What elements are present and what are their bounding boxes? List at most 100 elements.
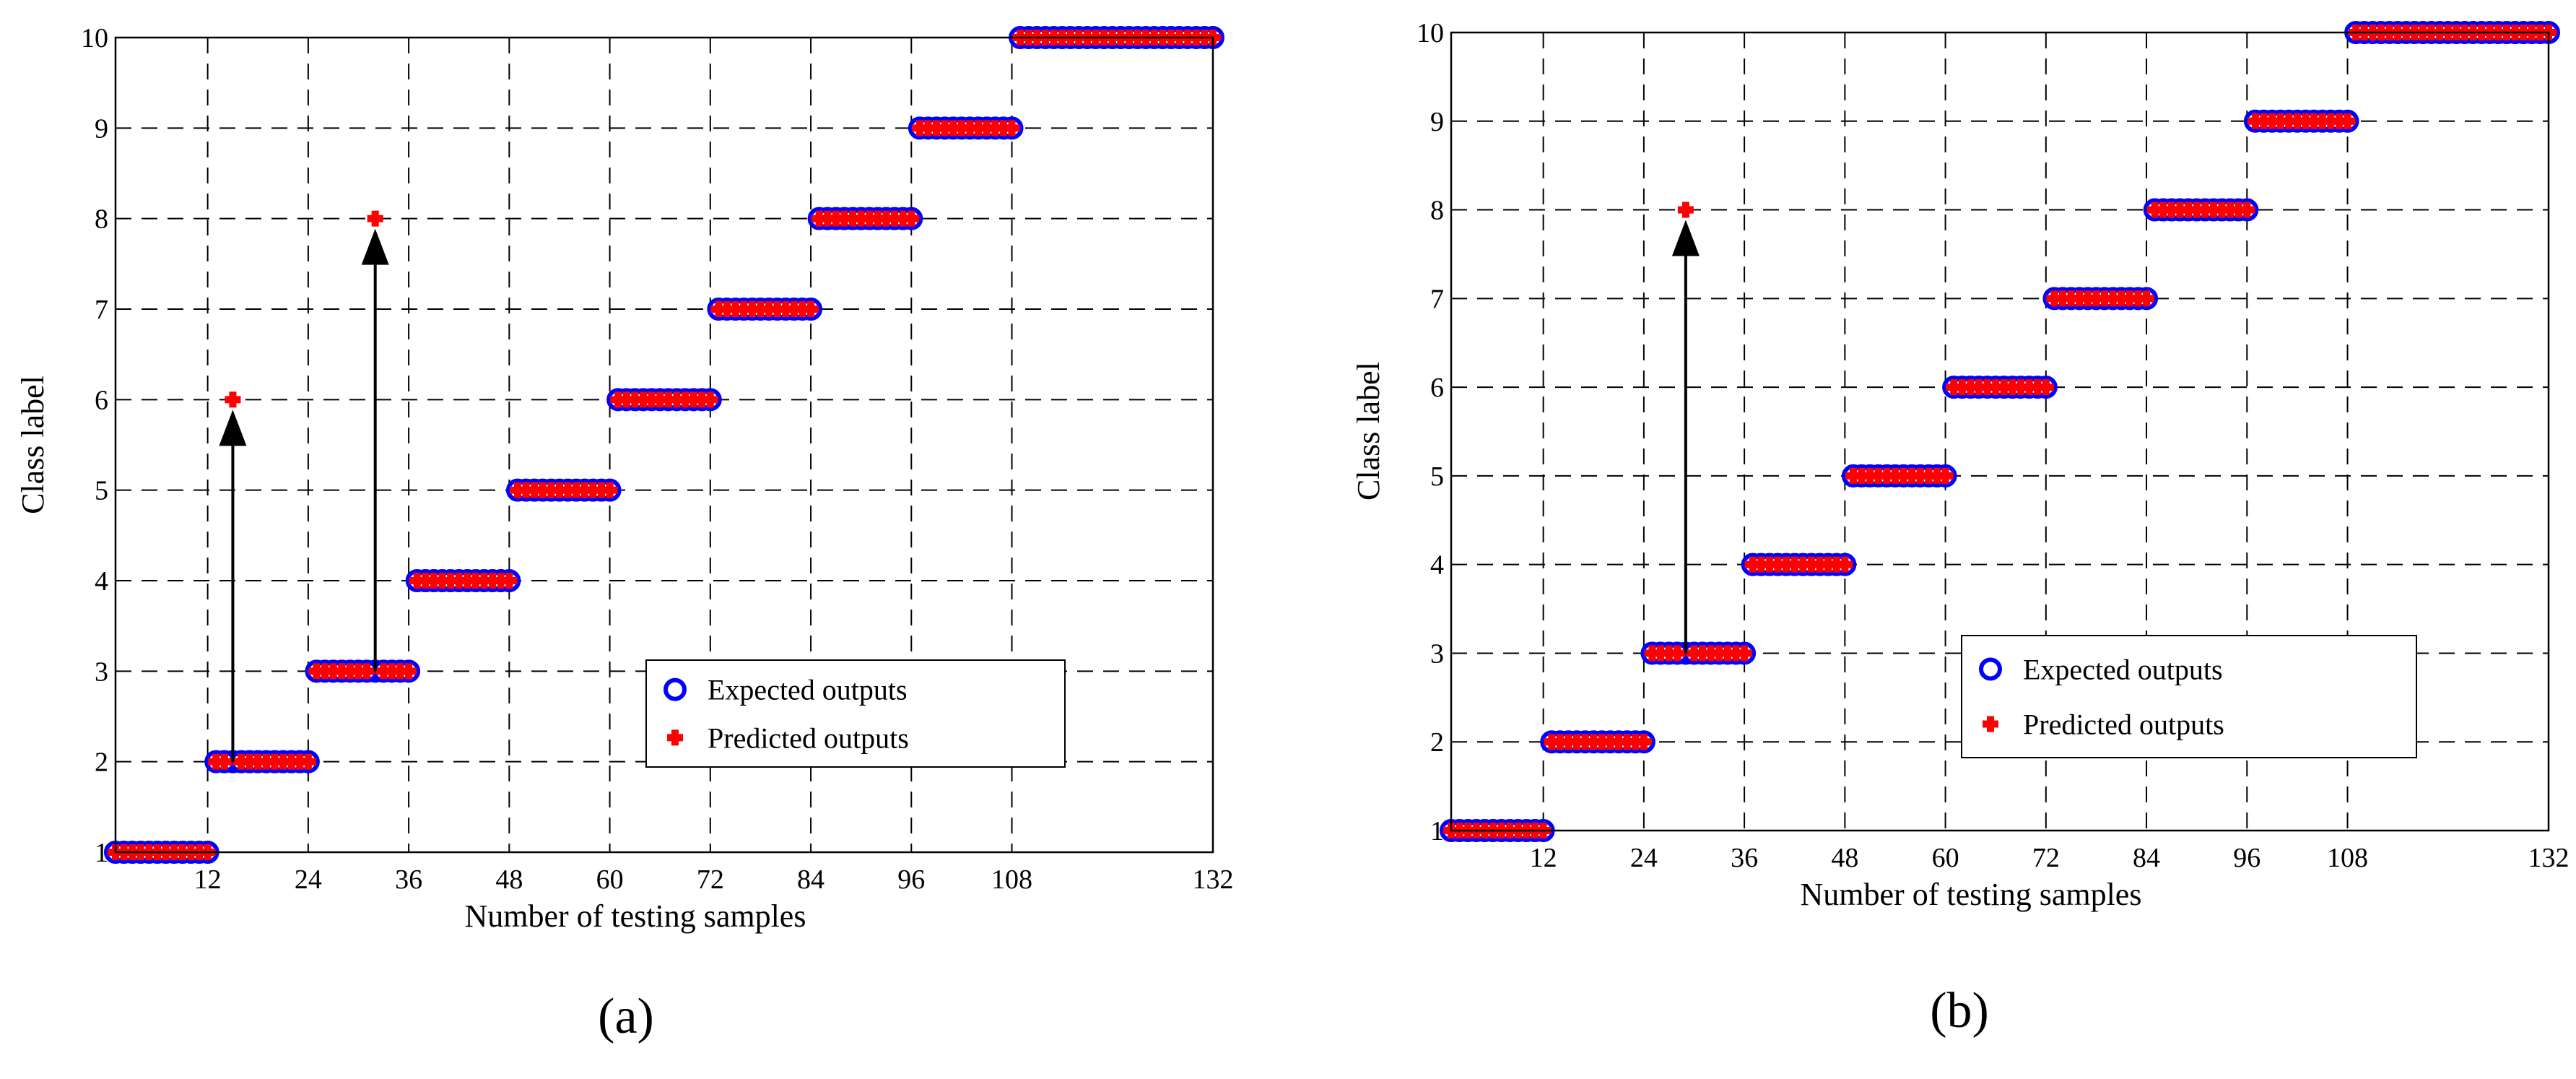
y-tick-label: 7 xyxy=(1430,284,1444,314)
predicted-point xyxy=(2205,202,2222,218)
predicted-point xyxy=(869,210,886,227)
legend-expected-label: Expected outputs xyxy=(708,674,908,706)
predicted-point xyxy=(635,391,651,408)
predicted-point xyxy=(1870,467,1887,484)
panel-label: (a) xyxy=(598,989,654,1044)
y-axis-label: Class label xyxy=(15,376,51,514)
predicted-point xyxy=(1661,645,1677,662)
x-tick-label: 72 xyxy=(697,864,724,895)
y-tick-labels: 1 2 3 4 5 6 7 8 9 10 xyxy=(1417,18,1444,846)
predicted-point xyxy=(627,391,643,408)
predicted-point xyxy=(1577,734,1593,750)
predicted-point xyxy=(576,482,593,498)
predicted-point xyxy=(1593,734,1610,750)
predicted-point xyxy=(1937,467,1954,484)
x-tick-label: 96 xyxy=(2233,843,2260,873)
x-tick-label: 12 xyxy=(1530,843,1557,873)
predicted-point xyxy=(383,663,400,680)
x-tick-label: 96 xyxy=(897,864,925,895)
predicted-point xyxy=(1544,734,1560,750)
legend-predicted-label: Predicted outputs xyxy=(708,722,909,754)
predicted-point xyxy=(1585,734,1602,750)
predicted-point xyxy=(652,391,669,408)
predicted-point xyxy=(451,573,467,589)
x-tick-label: 24 xyxy=(1630,843,1658,873)
x-tick-label: 36 xyxy=(395,864,422,895)
predicted-point xyxy=(1828,556,1845,573)
predicted-point xyxy=(1635,734,1652,750)
axes-frame xyxy=(114,36,1214,854)
predicted-point xyxy=(409,573,425,589)
predicted-point xyxy=(325,663,341,680)
predicted-point xyxy=(585,482,601,498)
misclassification-arrow xyxy=(1671,220,1700,654)
predicted-point xyxy=(853,210,869,227)
predicted-point xyxy=(1736,645,1753,662)
legend-predicted-marker xyxy=(667,729,683,746)
predicted-point xyxy=(417,573,434,589)
predicted-point xyxy=(2071,290,2088,307)
x-tick-label: 108 xyxy=(2327,843,2368,873)
predicted-point xyxy=(710,301,727,317)
predicted-point xyxy=(1988,379,2004,396)
predicted-point xyxy=(836,210,853,227)
y-tick-label: 5 xyxy=(1430,462,1444,492)
predicted-point xyxy=(1862,467,1879,484)
predicted-point xyxy=(861,210,878,227)
y-axis-label: Class label xyxy=(1351,362,1386,500)
predicted-point xyxy=(667,729,683,746)
predicted-point xyxy=(1602,734,1619,750)
chart-panel-a: 12 24 36 48 60 72 84 96 108 13212345678910Number … xyxy=(15,23,1234,1044)
panel-label: (b) xyxy=(1930,983,1989,1039)
predicted-point xyxy=(2239,202,2255,218)
predicted-point xyxy=(928,120,945,136)
y-tick-label: 1 xyxy=(95,838,108,868)
predicted-point xyxy=(1719,645,1736,662)
predicted-point xyxy=(1560,734,1577,750)
predicted-point xyxy=(551,482,567,498)
predicted-point xyxy=(978,120,995,136)
predicted-point xyxy=(727,301,744,317)
predicted-point xyxy=(467,573,484,589)
legend: Expected outputs Predicted outputs xyxy=(645,659,1066,768)
predicted-point xyxy=(443,573,459,589)
predicted-point xyxy=(786,301,802,317)
predicted-point xyxy=(761,301,778,317)
predicted-point xyxy=(643,391,660,408)
predicted-point xyxy=(1627,734,1644,750)
predicted-point xyxy=(878,210,895,227)
predicted-point xyxy=(225,391,241,408)
arrow-head xyxy=(1671,220,1700,256)
x-tick-label: 48 xyxy=(1831,843,1858,873)
predicted-point xyxy=(459,573,476,589)
x-tick-label: 108 xyxy=(991,864,1032,895)
predicted-point xyxy=(2264,113,2281,129)
predicted-point xyxy=(350,663,367,680)
predicted-point xyxy=(2163,202,2180,218)
predicted-point xyxy=(375,663,392,680)
x-tick-label: 132 xyxy=(1193,864,1234,895)
predicted-point xyxy=(2105,290,2121,307)
predicted-point xyxy=(2113,290,2130,307)
predicted-point xyxy=(962,120,978,136)
predicted-point xyxy=(1820,556,1837,573)
predicted-point xyxy=(1928,467,1945,484)
predicted-point xyxy=(1669,645,1686,662)
predicted-point xyxy=(275,753,292,770)
predicted-point xyxy=(1619,734,1635,750)
predicted-point xyxy=(1970,379,1987,396)
x-tick-label: 72 xyxy=(2032,843,2060,873)
predicted-point xyxy=(1879,467,1895,484)
predicted-point xyxy=(911,120,928,136)
predicted-point xyxy=(2146,202,2163,218)
x-tick-label: 36 xyxy=(1731,843,1758,873)
predicted-point xyxy=(1677,202,1694,218)
predicted-point xyxy=(543,482,560,498)
predicted-point xyxy=(2088,290,2105,307)
predicted-point xyxy=(2013,379,2029,396)
predicted-point xyxy=(367,210,383,227)
predicted-point xyxy=(736,301,752,317)
predicted-point xyxy=(2172,202,2188,218)
predicted-point xyxy=(995,120,1011,136)
predicted-point xyxy=(1996,379,2012,396)
